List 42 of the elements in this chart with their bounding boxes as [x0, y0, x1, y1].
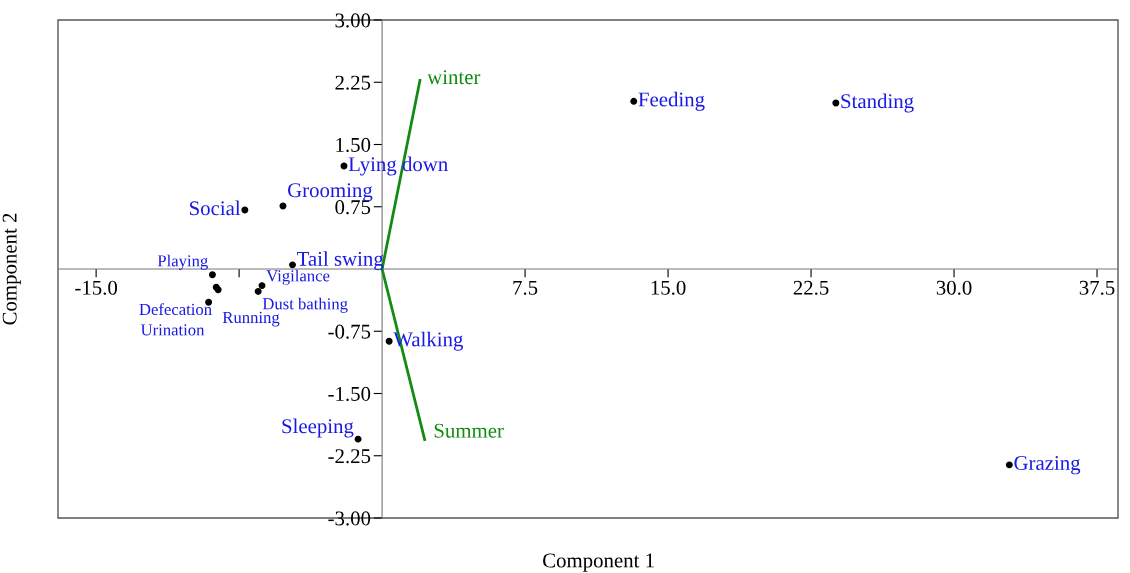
- point: [289, 261, 296, 269]
- annotation: winter: [427, 70, 481, 85]
- point: [241, 206, 249, 214]
- point: [340, 162, 348, 170]
- x-tick-label: -15.0: [75, 280, 118, 295]
- x-tick-label: 22.5: [793, 280, 829, 295]
- annotation: Playing: [157, 254, 208, 270]
- y-tick-label: -1.50: [328, 386, 371, 402]
- x-tick-label: 7.5: [513, 280, 538, 295]
- x-tick-label: 30.0: [936, 280, 972, 295]
- y-axis-title: Component 2: [2, 213, 21, 325]
- x-tick-label: 37.5: [1079, 280, 1115, 295]
- annotation: Running: [222, 311, 280, 327]
- point: [279, 202, 287, 210]
- annotation: Dust bathing: [262, 297, 348, 313]
- annotation: Summer: [434, 423, 504, 438]
- annotation: Sleeping: [282, 418, 354, 438]
- annotation: Social: [189, 200, 241, 216]
- point: [385, 337, 393, 345]
- point: [208, 271, 216, 279]
- point: [1005, 461, 1013, 469]
- point: [254, 287, 262, 295]
- y-tick-label: -3.00: [328, 511, 371, 526]
- point: [258, 282, 266, 290]
- annotation: Grazing: [1014, 456, 1081, 475]
- y-tick-label: -2.25: [328, 449, 371, 464]
- point: [354, 435, 362, 443]
- y-tick-label: 3.00: [335, 13, 371, 28]
- point: [832, 99, 840, 107]
- y-tick-label: -0.75: [328, 324, 371, 339]
- y-tick-label: 2.25: [335, 75, 371, 90]
- annotation: Grooming: [287, 183, 373, 202]
- x-axis-title: Component 1: [543, 553, 654, 572]
- annotation: Defecation: [139, 303, 212, 316]
- annotation: Urination: [140, 324, 205, 336]
- y-tick-label: 0.75: [335, 200, 371, 215]
- annotation: Standing: [841, 93, 914, 113]
- point: [630, 97, 638, 105]
- annotation: Feeding: [638, 91, 705, 111]
- y-tick-label: 1.50: [336, 137, 371, 153]
- x-tick-label: 15.0: [651, 280, 686, 295]
- annotation: Vigilance: [266, 269, 330, 285]
